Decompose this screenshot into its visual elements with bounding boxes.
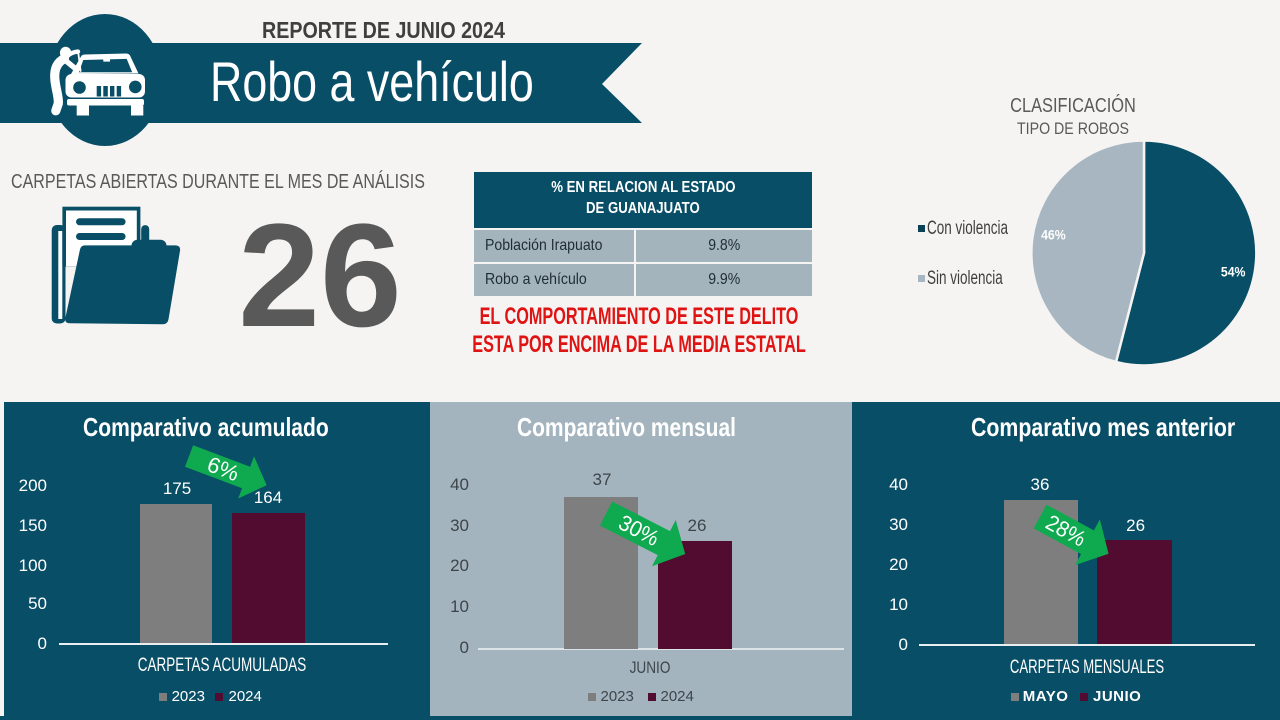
svg-text:46%: 46% — [1041, 227, 1066, 243]
svg-text:54%: 54% — [1221, 264, 1246, 280]
